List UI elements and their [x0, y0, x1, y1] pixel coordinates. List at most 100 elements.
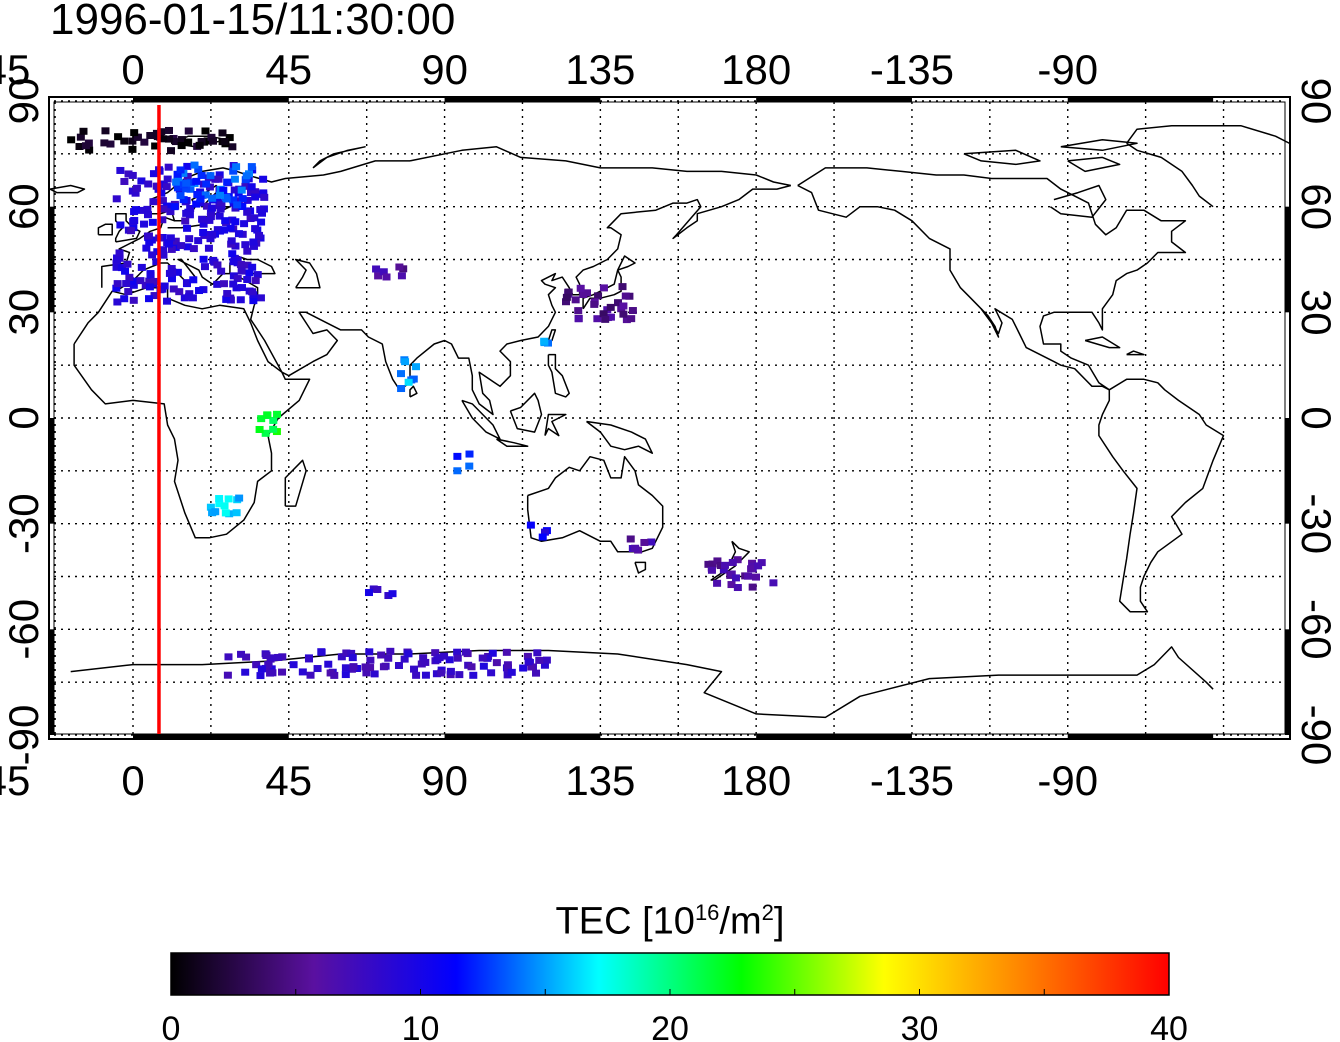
tec-cell-europe: [169, 285, 178, 293]
tec-cell-europe: [237, 267, 246, 275]
coastline: [312, 146, 366, 169]
tec-cell-south-africa: [232, 509, 241, 517]
tec-cell-antarctic-coast: [278, 653, 287, 661]
tec-cell-antarctic-coast: [479, 662, 488, 670]
tec-cell-europe: [259, 175, 268, 183]
tec-cell-arctic-europe: [151, 142, 160, 150]
tec-cell-scandinavia: [208, 194, 217, 202]
tec-cell-europe: [132, 184, 141, 192]
tec-cell-india: [396, 370, 405, 378]
tec-cell-new-zealand: [713, 557, 722, 565]
tec-cell-europe: [181, 217, 190, 225]
tec-cell-scandinavia: [197, 171, 206, 179]
tec-cell-scandinavia: [186, 185, 195, 193]
tec-cell-europe: [221, 217, 230, 225]
tec-cell-arctic-europe: [167, 147, 176, 155]
colorbar-tick-label: 40: [1150, 1010, 1188, 1042]
tec-cell-japan: [599, 284, 608, 292]
tec-cell-europe: [148, 251, 157, 259]
tec-cell-scandinavia: [194, 165, 203, 173]
tec-cell-europe: [216, 199, 225, 207]
tec-cell-new-zealand: [728, 558, 737, 566]
tec-cell-antarctic-coast: [435, 654, 444, 662]
tec-cell-europe: [131, 189, 140, 197]
tec-cell-europe: [213, 261, 222, 269]
tec-cell-antarctic-coast: [298, 668, 307, 676]
tec-cell-europe: [124, 170, 133, 178]
tec-cell-europe: [215, 171, 224, 179]
tec-cell-europe: [142, 244, 151, 252]
tec-cell-scandinavia: [190, 161, 199, 169]
tec-cell-antarctic-coast: [306, 671, 315, 679]
tec-cell-europe: [113, 256, 122, 264]
tec-cell-antarctic-coast: [503, 671, 512, 679]
tec-cell-antarctic-coast: [487, 669, 496, 677]
tec-cell-new-zealand: [707, 566, 716, 574]
tec-cell-antarctic-coast: [317, 648, 326, 656]
tec-cell-europe: [189, 245, 198, 253]
tec-cell-europe: [257, 218, 266, 226]
tec-cell-arctic-europe: [164, 126, 173, 134]
coastline: [1060, 138, 1138, 152]
tec-cell-central-asia: [372, 265, 381, 273]
tec-cell-europe: [130, 216, 139, 224]
tec-cell-europe: [112, 195, 121, 203]
tec-cell-scandinavia: [221, 194, 230, 202]
tec-cell-europe: [199, 228, 208, 236]
tec-cell-antarctic-coast: [421, 658, 430, 666]
tec-cell-japan: [582, 289, 591, 297]
tec-cell-new-zealand: [733, 584, 742, 592]
tec-cell-europe: [141, 281, 150, 289]
tec-cell-europe: [246, 189, 255, 197]
tec-cell-europe: [213, 280, 222, 288]
left-axis-tick-label: -90: [0, 705, 47, 766]
tec-cell-europe: [149, 170, 158, 178]
tec-cell-southern-ocean: [364, 589, 373, 597]
tec-cell-india: [404, 378, 413, 386]
tec-cell-europe: [251, 188, 260, 196]
tec-cell-europe: [243, 276, 252, 284]
tec-cell-antarctic-coast: [304, 655, 313, 663]
tec-cell-antarctic-coast: [261, 664, 270, 672]
tec-cell-new-zealand: [719, 566, 728, 574]
tec-cell-europe: [128, 171, 137, 179]
tec-cell-new-zealand: [754, 562, 763, 570]
tec-cell-europe: [233, 275, 242, 283]
tec-cell-arctic-europe: [207, 133, 216, 141]
tec-cell-europe: [245, 269, 254, 277]
coastline: [526, 455, 664, 553]
tec-cell-japan: [590, 300, 599, 308]
colorbar-tick-label: 10: [402, 1010, 440, 1042]
tec-cell-arctic-europe: [152, 129, 161, 137]
tec-cell-antarctic-coast: [362, 669, 371, 677]
right-axis-tick-label: -30: [1293, 493, 1340, 554]
tec-cell-south-east-australia: [640, 538, 649, 546]
tec-cell-europe: [243, 196, 252, 204]
tec-cell-europe: [253, 271, 262, 279]
tec-cell-scandinavia: [237, 186, 246, 194]
tec-cell-europe: [199, 220, 208, 228]
coastline: [114, 212, 141, 243]
tec-cell-europe: [213, 226, 222, 234]
tec-cell-central-asia: [379, 268, 388, 276]
colorbar-label-unit: /m: [719, 900, 762, 943]
tec-cell-europe: [117, 264, 126, 272]
tec-cell-europe: [251, 225, 260, 233]
tec-cell-europe: [129, 277, 138, 285]
left-axis-tick-label: 30: [0, 289, 47, 336]
tec-cell-europe: [236, 260, 245, 268]
coastline: [797, 167, 1187, 391]
tec-cell-japan: [574, 307, 583, 315]
tec-cell-europe: [200, 263, 209, 271]
tec-cell-arctic-europe: [171, 138, 180, 146]
left-axis-tick-label: -60: [0, 599, 47, 660]
tec-cell-europe: [208, 204, 217, 212]
tec-cell-japan: [593, 315, 602, 323]
tec-cell-scandinavia: [193, 190, 202, 198]
colorbar-tick-label: 0: [162, 1010, 181, 1042]
tec-cell-antarctic-coast: [252, 661, 261, 669]
tec-cell-europe: [129, 281, 138, 289]
tec-cell-arctic-europe: [201, 127, 210, 135]
tec-cell-scandinavia: [233, 201, 242, 209]
